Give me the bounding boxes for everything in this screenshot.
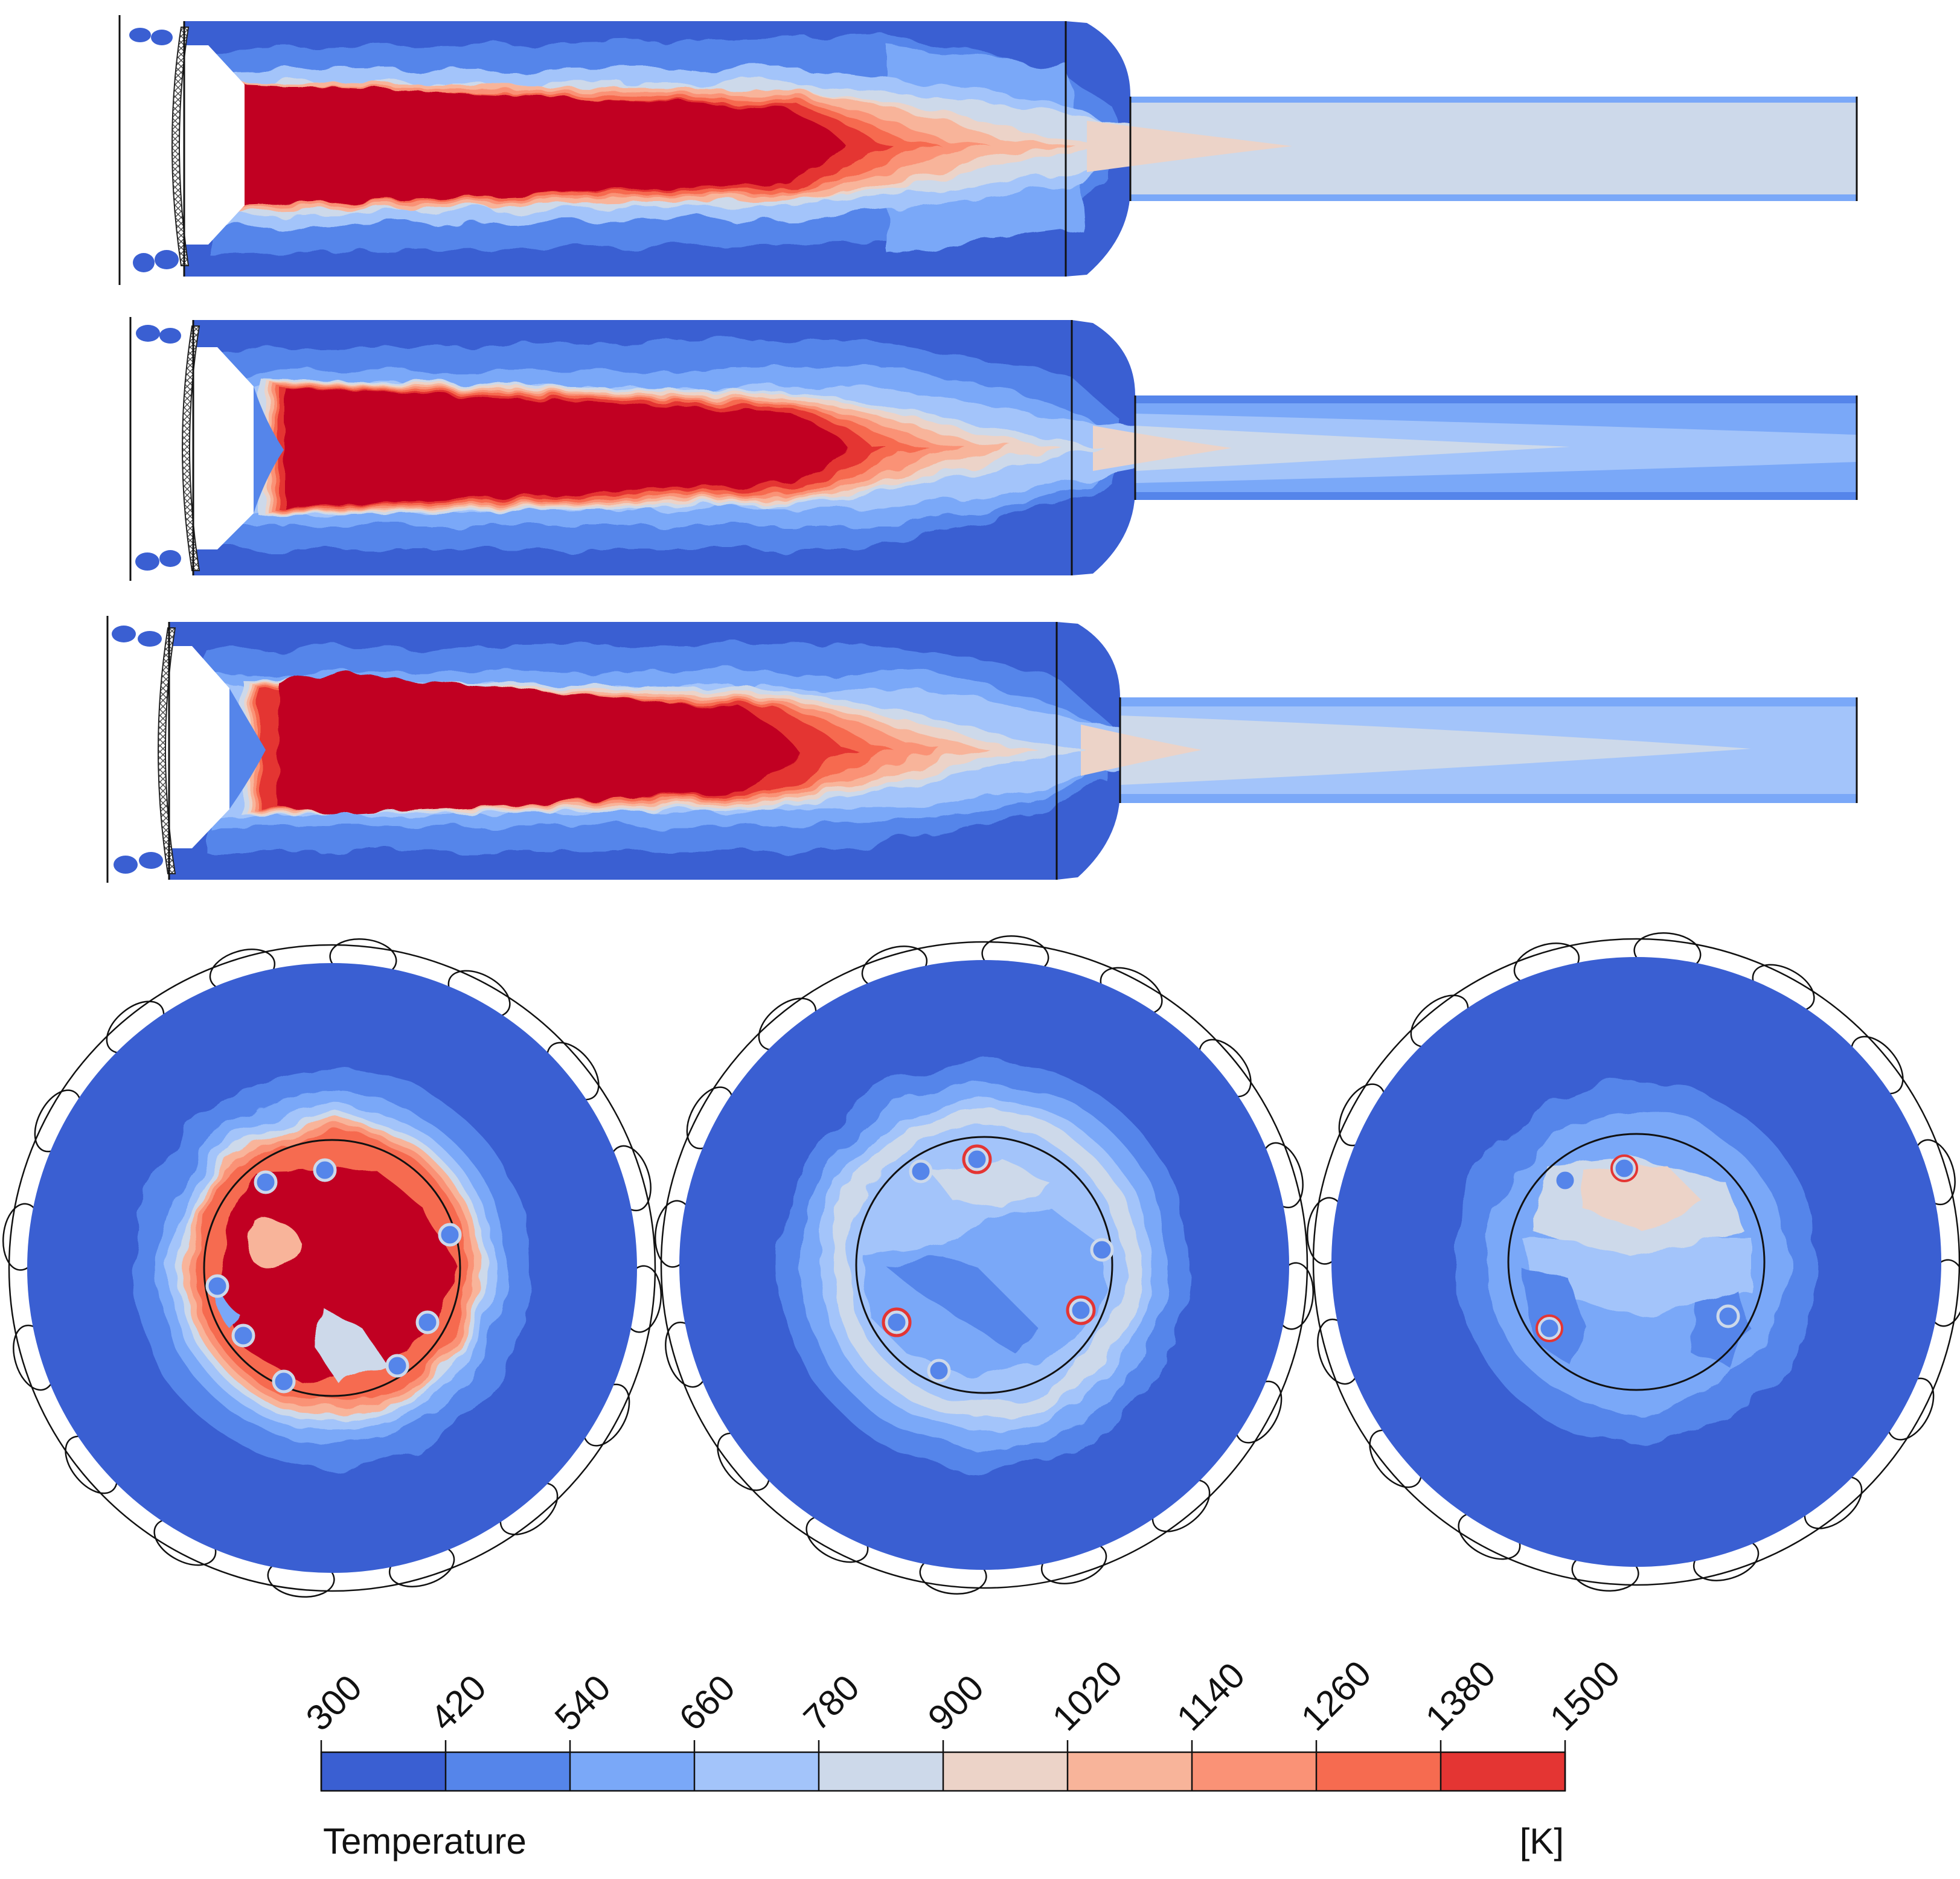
colorbar-swatch: [321, 1752, 446, 1791]
colorbar-tick-label: 900: [920, 1667, 991, 1738]
colorbar-swatch: [1068, 1752, 1193, 1791]
colorbar-tick-label: 1500: [1542, 1653, 1628, 1738]
colorbar-swatch: [819, 1752, 944, 1791]
cross-section-3: [1307, 932, 1960, 1592]
longitudinal-section-3: [106, 616, 1858, 883]
inlet-hole: [136, 325, 160, 342]
inlet-hole: [159, 550, 181, 567]
inlet-hole: [114, 856, 138, 874]
inlet-hole: [155, 250, 179, 269]
colorbar-swatch: [446, 1752, 571, 1791]
inlet-hole: [151, 30, 173, 45]
colorbar-tick-label: 420: [423, 1667, 494, 1738]
colorbar-tick-label: 540: [547, 1667, 618, 1738]
colorbar-title: Temperature: [323, 1821, 527, 1861]
inlet-hole: [112, 626, 136, 642]
colorbar-tick-label: 300: [298, 1667, 370, 1738]
inlet-hole: [135, 552, 159, 571]
inlet-hole: [139, 852, 163, 869]
colorbar-tick-label: 1020: [1045, 1653, 1130, 1738]
longitudinal-section-1: [118, 15, 1858, 285]
colorbar-swatch: [943, 1752, 1068, 1791]
inlet-hole: [129, 28, 151, 42]
colorbar-tick-label: 1260: [1293, 1653, 1379, 1738]
colorbar-swatch: [1316, 1752, 1441, 1791]
colorbar-tick-label: 660: [671, 1667, 743, 1738]
colorbar-swatches: [321, 1752, 1566, 1791]
colorbar-tick-label: 1380: [1418, 1653, 1504, 1738]
inlet-hole: [159, 328, 181, 344]
outer-swirler-lobes: [8, 944, 656, 1592]
cross-section-2: [655, 935, 1314, 1595]
inlet-hole: [138, 631, 162, 647]
colorbar-swatch: [570, 1752, 695, 1791]
colorbar-tick-label: 780: [796, 1667, 867, 1738]
colorbar-unit: [K]: [1520, 1821, 1564, 1861]
colorbar: 300 420 540 660 780 900 1020 1140 1260 1380 1500 T…: [298, 1653, 1628, 1861]
colorbar-swatch: [1192, 1752, 1317, 1791]
colorbar-swatch: [1441, 1752, 1566, 1791]
longitudinal-section-2: [129, 317, 1858, 581]
inlet-hole: [133, 253, 155, 272]
colorbar-swatch: [694, 1752, 819, 1791]
colorbar-tick-label: 1140: [1169, 1655, 1253, 1739]
cross-section-1: [2, 938, 662, 1598]
